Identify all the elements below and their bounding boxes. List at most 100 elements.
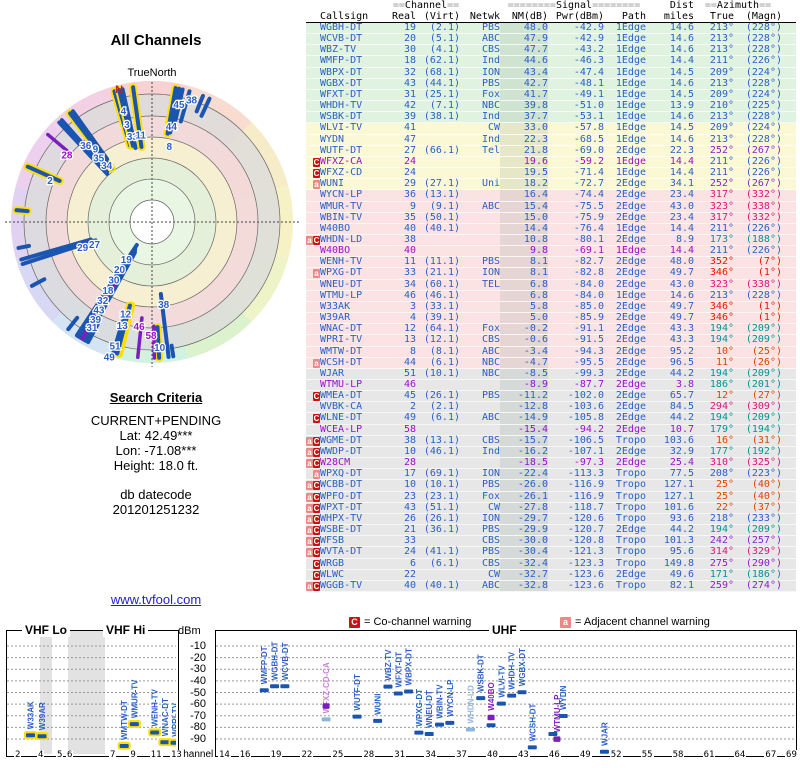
co-channel-warning-badge: C [313,157,320,167]
channel-tick-label: 5 [56,750,64,760]
table-row: WPRI-TV 13 (12.1) CBS -0.6 -91.5 2Edge 43.3 194°… [306,335,796,347]
svg-text:4: 4 [121,107,127,118]
station-label: WYDN [559,685,568,710]
station-label: W33AK [27,701,36,729]
station-label: WNEU-DT [425,690,434,728]
true-north-label: TrueNorth [127,67,176,79]
table-row: WMFP-DT 18 (62.1) Ind 44.6 -46.3 1Edge 14.4 211°… [306,56,796,68]
table-row: a WCSH-DT 44 (6.1) NBC -4.7 -95.5 2Edge 96.5 11°(… [306,357,796,369]
table-row: WCVB-DT 20 (5.1) ABC 47.9 -42.9 1Edge 14.6 213°(… [306,33,796,46]
table-row: a C W28CM 28 -18.5 -97.3 2Edge 25.4 310° (325°) [306,457,796,470]
svg-text:2: 2 [47,176,53,187]
svg-text:27: 27 [89,240,101,251]
svg-text:43: 43 [93,305,105,316]
dbm-tick-label: -30 [190,663,206,676]
table-row: C WLNE-DT 49 (6.1) ABC -14.9 -105.8 2Edge 44.2 19… [306,413,796,425]
co-channel-warning-badge: C [313,559,320,569]
svg-text:34: 34 [101,161,113,172]
svg-text:38: 38 [158,300,170,311]
table-row: a C WVTA-DT 24 (41.1) PBS -30.4 -121.3 Tropo 95.6… [306,547,796,559]
co-channel-warning-badge: C [313,169,320,179]
co-channel-warning-badge: C [313,581,320,591]
co-channel-legend-text: = Co-channel warning [364,616,472,628]
channel-tick-label: 46 [547,750,561,760]
svg-text:28: 28 [61,151,73,162]
co-channel-warning-badge: C [313,492,320,502]
channel-group-header: ==Channel== [392,0,460,11]
table-row: a C WWDP-DT 10 (46.1) Ind -16.2 -107.1 2Edge 32.9… [306,446,796,459]
adjacent-warning-badge: a [306,514,313,524]
table-row: W39AR 4 (39.1) 5.0 -85.9 2Edge 49.7 346° (1°) [306,312,796,325]
dbm-tick-label: -10 [190,640,206,652]
adjacent-warning-badge: a [306,436,313,446]
table-row: WYCN-LP 36 (13.1) 16.4 -74.4 2Edge 23.4 317° (33… [306,190,796,202]
tvfool-link[interactable]: www.tvfool.com [110,592,202,607]
table-row: WCEA-LP 58 -15.4 -94.2 2Edge 10.7 179° (194°) [306,424,796,436]
station-label: WFXT-DT [394,652,403,688]
svg-text:39: 39 [90,315,102,326]
station-label: WPXG-DT [415,689,424,727]
svg-text:12: 12 [120,309,132,320]
table-row: a C WGGB-TV 40 (40.1) ABC -32.8 -123.6 Tropo 82.1… [306,580,796,592]
station-label: WSBK-DT [477,654,486,692]
station-label: WHDH-TV [508,651,517,689]
channel-tick-label: 67 [764,750,778,760]
co-channel-warning-badge: C [313,548,320,558]
table-row: WYDN 47 Ind 22.3 -68.5 1Edge 14.6 213° (228°) [306,134,796,146]
vhf-hi-title: VHF Hi [103,623,149,637]
channel-tick-label: 9 [129,750,137,760]
adjacent-warning-badge: a [306,526,313,536]
adjacent-channel-legend-text: = Adjacent channel warning [575,616,710,628]
station-label: WGBH-DT [271,641,280,680]
table-group-header: ==Channel== ========Signal======== Dist … [306,0,796,11]
adjacent-warning-badge: a [313,470,320,480]
vhf-lo-title: VHF Lo [22,623,70,637]
svg-text:11: 11 [135,131,146,142]
dbm-tick-label: -20 [190,651,206,664]
channel-tick-label: 22 [300,750,314,760]
table-row: WMUR-TV 9 (9.1) ABC 15.4 -75.5 2Edge 43.0 323° (3… [306,201,796,213]
magnetic-north-label: N [115,84,123,96]
adjacent-warning-badge: a [313,358,320,368]
station-label: WBPX-DT [405,648,414,685]
station-label: WUNI [374,694,383,715]
dbm-tick-label: -40 [190,674,206,687]
station-label: WGBX-DT [518,648,527,686]
table-column-header: Callsign Real (Virt) Netwk NM(dB) Pwr(dB… [306,11,796,23]
table-row: WFXT-DT 31 (25.1) Fox 41.7 -49.1 1Edge 14.5 209°… [306,89,796,102]
adjacent-warning-badge: a [306,481,313,491]
table-row: WTMU-LP 46 -8.9 -87.7 2Edge 3.8 186° (201°) [306,379,796,392]
col-true: True [709,11,734,22]
radar-title: All Channels [110,32,202,49]
table-row: WHDH-TV 42 (7.1) NBC 39.8 -51.0 1Edge 13.9 210°(… [306,100,796,113]
table-row: a WPXQ-DT 17 (69.1) ION -22.4 -113.3 Tropo 77.5 2… [306,468,796,481]
table-row: WUTF-DT 27 (66.1) Tel 21.8 -69.0 2Edge 22.3 252°… [306,145,796,157]
signal-group-header: ========Signal======== [507,0,641,11]
table-row: a C WHDN-LD 38 10.8 -80.1 2Edge 8.9 173° (188°) [306,234,796,247]
svg-text:45: 45 [173,100,185,111]
dist-group-header: Dist [669,0,694,11]
azimuth-group-header: ==Azimuth== [704,0,772,11]
table-row: C WMEA-DT 45 (26.1) PBS -11.2 -102.0 2Edge 65.7 1… [306,390,796,403]
dbm-axis-label: dBm [178,625,201,637]
svg-text:35: 35 [93,153,105,164]
dbm-tick-label: -70 [190,709,206,722]
channel-tick-label: 6 [66,750,74,760]
uhf-title: UHF [489,623,520,637]
channel-tick-label: 2 [14,750,22,760]
table-row: a C WPFO-DT 23 (23.1) Fox -26.1 -116.9 Tropo 127.… [306,491,796,503]
channel-tick-label: 58 [671,750,685,760]
adjacent-warning-badge: a [306,503,313,513]
co-channel-warning-badge: C [313,235,320,245]
channel-tick-label: 7 [109,750,117,760]
adjacent-warning-badge: a [306,548,313,558]
station-label: WCVB-DT [281,642,290,680]
col-virt: (Virt) [423,11,460,22]
search-criteria: Search Criteria CURRENT+PENDING Lat: 42.… [0,390,312,473]
co-channel-warning-badge: C [313,570,320,580]
svg-text:13: 13 [117,321,129,332]
table-row: WENH-TV 11 (11.1) PBS 8.1 -82.7 2Edge 48.0 352°(… [306,256,796,269]
table-row: a WUNI 29 (27.1) Uni 18.2 -72.7 2Edge 34.1 252° (2… [306,178,796,191]
